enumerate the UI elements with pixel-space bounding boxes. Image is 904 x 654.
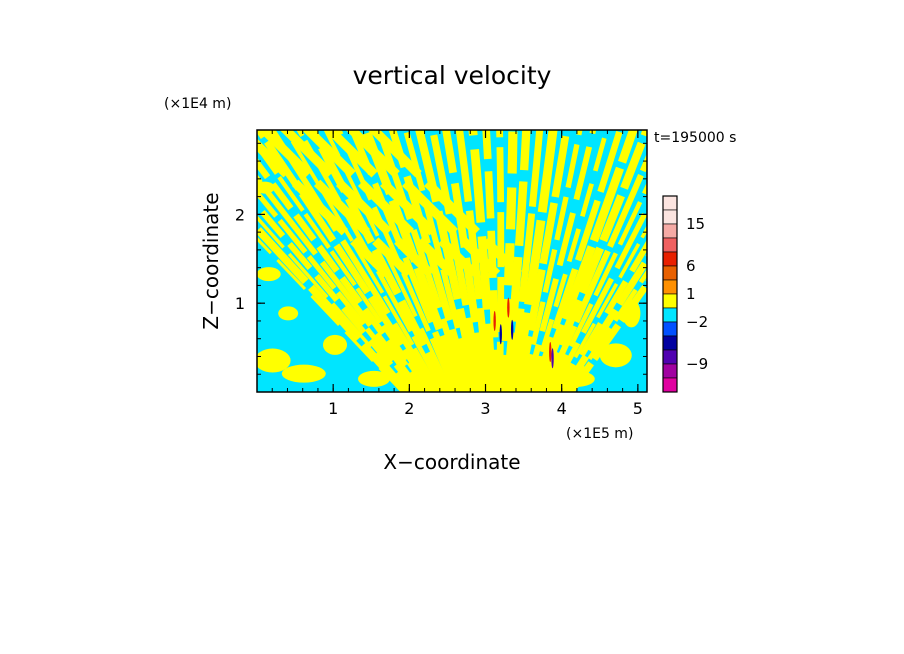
wave-band	[257, 201, 418, 392]
colorbar-segment	[662, 335, 678, 351]
wave-band	[553, 224, 647, 392]
wave-band	[468, 130, 497, 392]
colorbar-segment	[662, 363, 678, 379]
wave-band	[307, 130, 452, 392]
colorbar-label: −9	[686, 355, 708, 373]
wave-band	[301, 130, 457, 278]
wave-band	[257, 214, 413, 392]
wave-band	[548, 203, 647, 392]
colorbar-segment	[662, 279, 678, 295]
wave-band	[257, 157, 429, 392]
colorbar-label: 1	[686, 285, 696, 303]
field-patch	[523, 355, 552, 376]
x-tick-label: 3	[480, 399, 490, 418]
wave-band	[323, 130, 479, 278]
wave-band	[257, 130, 437, 392]
field-patch	[323, 334, 347, 355]
field-patch	[278, 306, 299, 321]
field-patch	[558, 370, 595, 387]
field-patch	[257, 181, 275, 194]
colorbar-segment	[662, 237, 678, 253]
velocity-core	[551, 348, 554, 369]
colorbar-segment	[662, 377, 678, 393]
y-axis: 12	[235, 142, 647, 375]
velocity-core	[510, 319, 514, 340]
plot-frame	[256, 129, 648, 393]
field-patch	[257, 267, 281, 282]
field-patch	[622, 299, 641, 328]
wave-band	[257, 138, 391, 278]
colorbar-segment	[662, 293, 678, 309]
field-patch	[281, 364, 326, 383]
wave-band	[564, 268, 647, 392]
wave-band	[442, 130, 489, 392]
positive-velocity-bands	[257, 130, 647, 392]
wave-band	[507, 130, 544, 392]
wave-band	[502, 130, 531, 392]
wave-band	[257, 188, 421, 392]
wave-band	[555, 239, 647, 392]
velocity-core	[507, 297, 510, 318]
x-unit-label: (×1E5 m)	[566, 426, 633, 442]
chart-title: vertical velocity	[353, 61, 552, 90]
velocity-core	[549, 342, 552, 363]
velocity-core	[499, 324, 502, 345]
wave-band	[402, 130, 477, 392]
wave-band	[345, 130, 501, 278]
time-label: t=195000 s	[654, 130, 736, 146]
y-unit-label: (×1E4 m)	[164, 96, 231, 112]
wave-band	[349, 130, 462, 392]
colorbar-segment	[662, 195, 678, 211]
field-patch	[599, 343, 632, 368]
wave-band	[257, 222, 412, 392]
wave-band	[279, 130, 435, 278]
wave-band	[367, 130, 523, 278]
near-surface-patches	[257, 181, 641, 387]
wave-band	[268, 130, 440, 392]
velocity-core	[493, 310, 496, 331]
colorbar-segment	[662, 321, 678, 337]
colorbar: 15 6 1 −2 −9	[662, 195, 708, 393]
wave-band	[257, 173, 425, 392]
strong-updraft-downdraft-spots	[493, 297, 554, 369]
x-tick-label: 5	[633, 399, 643, 418]
plot-area	[257, 130, 647, 392]
colorbar-label: 15	[686, 215, 705, 233]
y-axis-label: Z−coordinate	[199, 192, 223, 329]
colorbar-frame	[662, 195, 678, 393]
wave-band	[545, 181, 647, 392]
wave-band	[536, 130, 647, 392]
wave-band	[559, 253, 647, 392]
field-patch	[257, 348, 291, 373]
y-tick-label: 1	[235, 294, 245, 313]
x-tick-label: 2	[404, 399, 414, 418]
x-axis-label: X−coordinate	[383, 450, 520, 474]
x-tick-label: 4	[557, 399, 567, 418]
colorbar-segment	[662, 223, 678, 239]
colorbar-segment	[662, 209, 678, 225]
wave-band	[527, 130, 609, 392]
wave-band	[514, 130, 571, 392]
wave-band	[498, 130, 518, 392]
colorbar-label: 6	[686, 257, 696, 275]
colorbar-segment	[662, 307, 678, 323]
wave-band	[541, 153, 647, 392]
wave-band	[375, 130, 470, 392]
colorbar-label: −2	[686, 313, 708, 331]
x-tick-label: 1	[328, 399, 338, 418]
wave-band	[257, 130, 413, 278]
colorbar-segment	[662, 265, 678, 281]
colorbar-segment	[662, 349, 678, 365]
colorbar-segment	[662, 251, 678, 267]
field-patch	[358, 370, 390, 387]
y-tick-label: 2	[235, 205, 245, 224]
wave-band	[566, 278, 647, 392]
wave-band	[510, 130, 558, 392]
x-axis: 1 2 3 4 5	[271, 130, 643, 418]
